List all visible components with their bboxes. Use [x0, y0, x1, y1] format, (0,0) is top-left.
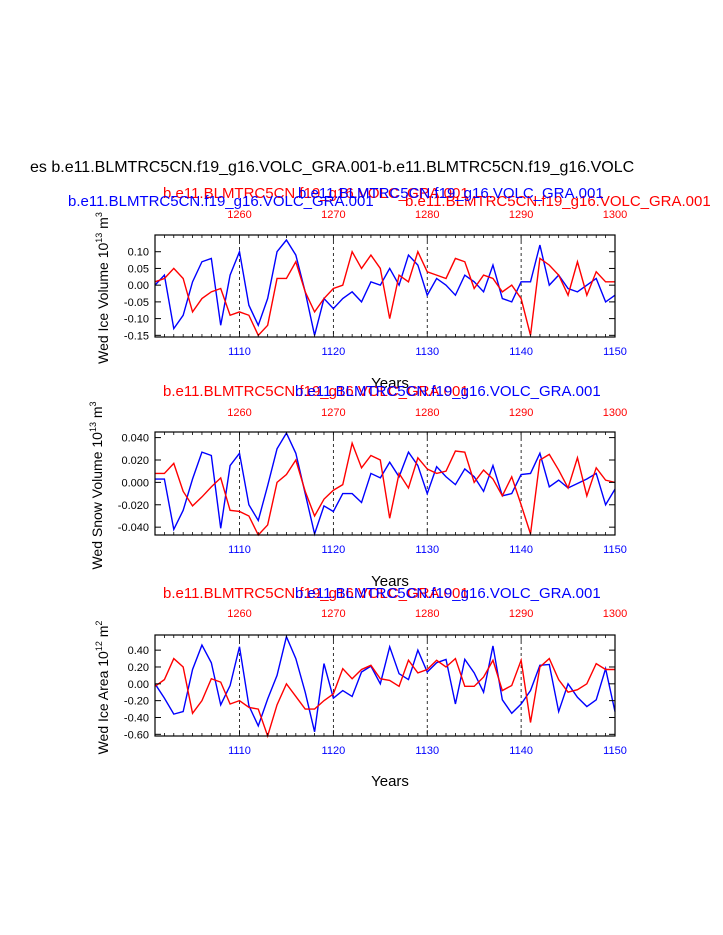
- x-top-tick-label: 1260: [227, 608, 251, 620]
- series-line-blue: [154, 238, 616, 336]
- x-axis-label: Years: [371, 773, 409, 790]
- x-tick-label: 1110: [228, 745, 251, 757]
- x-tick-label: 1150: [603, 346, 627, 358]
- y-tick-label: -0.15: [124, 330, 149, 342]
- y-tick-label: 0.00: [128, 280, 149, 292]
- chart-title-blue-2: b.e11.BLMTRC5CN.f19_g16.VOLC_GRA.001: [298, 185, 604, 202]
- y-tick-label: 0.00: [128, 679, 149, 691]
- chart-panel-3: b.e11.BLMTRC5CN.f19_g16.VOLC_GRA.001b.e1…: [94, 585, 627, 790]
- y-axis-label: Wed Ice Area 1012 m2: [94, 621, 111, 755]
- y-tick-label: 0.020: [121, 455, 149, 467]
- x-axis-label: Years: [371, 375, 409, 392]
- series-line-red: [155, 440, 616, 537]
- x-tick-label: 1150: [603, 544, 627, 556]
- x-tick-label: 1130: [415, 745, 439, 757]
- chart-panel-2: b.e11.BLMTRC5CN.f19_g16.VOLC_GRA.001b.e1…: [88, 383, 627, 590]
- y-tick-label: -0.60: [124, 729, 149, 741]
- y-tick-label: 0.000: [121, 477, 149, 489]
- y-tick-label: -0.020: [118, 500, 149, 512]
- x-top-tick-label: 1290: [509, 209, 533, 221]
- y-tick-label: -0.10: [124, 314, 149, 326]
- y-tick-label: 0.20: [128, 662, 149, 674]
- x-top-tick-label: 1260: [227, 209, 251, 221]
- x-top-tick-label: 1270: [321, 209, 345, 221]
- x-tick-label: 1130: [415, 544, 439, 556]
- plot-frame: [154, 234, 616, 338]
- y-axis-label: Wed Snow Volume 1013 m3: [88, 401, 105, 569]
- plot-frame: [154, 431, 616, 536]
- y-tick-label: -0.20: [124, 696, 149, 708]
- x-top-tick-label: 1260: [227, 407, 251, 419]
- x-top-tick-label: 1280: [415, 407, 439, 419]
- y-tick-label: 0.05: [128, 263, 149, 275]
- chart-panel-1: b.e11.BLMTRC5CN.f19_g16.VOLC_GRA.001b.e1…: [68, 185, 711, 392]
- x-top-tick-label: 1270: [321, 407, 345, 419]
- y-tick-label: 0.040: [121, 433, 149, 445]
- x-tick-label: 1140: [509, 346, 533, 358]
- chart-title-blue: b.e11.BLMTRC5CN.f19_g16.VOLC_GRA.001: [295, 585, 601, 602]
- x-top-tick-label: 1300: [603, 209, 627, 221]
- y-tick-label: -0.040: [118, 522, 149, 534]
- series-line-red: [154, 249, 615, 337]
- x-axis-label: Years: [371, 573, 409, 590]
- x-tick-label: 1130: [415, 346, 439, 358]
- x-tick-label: 1120: [322, 346, 346, 358]
- x-tick-label: 1110: [228, 346, 251, 358]
- series-line-blue: [154, 634, 616, 732]
- chart-title-red: b.e11.BLMTRC5CN.f19_g16.VOLC_GRA.001: [163, 383, 469, 400]
- x-top-tick-label: 1300: [603, 608, 627, 620]
- x-top-tick-label: 1290: [509, 407, 533, 419]
- series-line-red: [154, 657, 615, 739]
- x-tick-label: 1120: [322, 544, 346, 556]
- x-top-tick-label: 1300: [603, 407, 627, 419]
- y-tick-label: 0.40: [128, 645, 149, 657]
- y-axis-label: Wed Ice Volume 1013 m3: [94, 212, 111, 364]
- x-tick-label: 1140: [509, 544, 533, 556]
- y-tick-label: 0.10: [128, 247, 149, 259]
- y-tick-label: -0.05: [124, 297, 149, 309]
- y-tick-label: -0.40: [124, 712, 149, 724]
- chart-title-red-2: b.e11.BLMTRC5CN.f19_g16.VOLC_GRA.001: [405, 193, 711, 210]
- x-top-tick-label: 1280: [415, 608, 439, 620]
- chart-title-blue: b.e11.BLMTRC5CN.f19_g16.VOLC_GRA.001: [295, 383, 601, 400]
- chart-title-blue: b.e11.BLMTRC5CN.f19_g16.VOLC_GRA.001: [68, 193, 374, 210]
- x-top-tick-label: 1270: [321, 608, 345, 620]
- chart-title-red: b.e11.BLMTRC5CN.f19_g16.VOLC_GRA.001: [163, 185, 469, 202]
- page-title: es b.e11.BLMTRC5CN.f19_g16.VOLC_GRA.001-…: [30, 159, 634, 176]
- series-line-blue: [155, 431, 616, 537]
- chart-title-red: b.e11.BLMTRC5CN.f19_g16.VOLC_GRA.001: [163, 585, 469, 602]
- plot-frame: [154, 634, 616, 737]
- x-tick-label: 1150: [603, 745, 627, 757]
- x-tick-label: 1120: [322, 745, 346, 757]
- x-top-tick-label: 1280: [415, 209, 439, 221]
- x-tick-label: 1140: [509, 745, 533, 757]
- x-top-tick-label: 1290: [509, 608, 533, 620]
- x-tick-label: 1110: [228, 544, 251, 556]
